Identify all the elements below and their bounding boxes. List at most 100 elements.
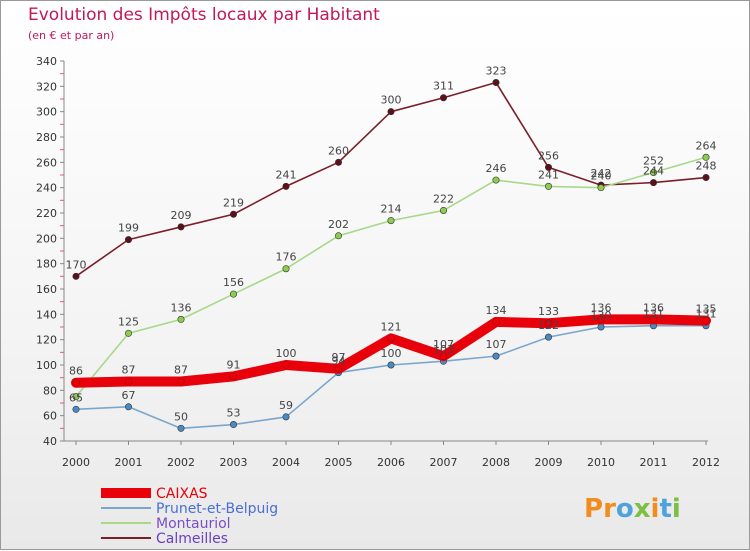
data-label: 135	[696, 303, 717, 316]
data-label: 94	[332, 355, 346, 368]
data-label: 244	[643, 165, 664, 178]
data-label: 125	[118, 315, 139, 328]
data-label: 100	[276, 347, 297, 360]
data-point	[387, 108, 395, 116]
x-tick-label: 2004	[272, 456, 300, 469]
data-label: 131	[696, 308, 717, 321]
data-point	[72, 405, 80, 413]
data-point	[282, 265, 290, 273]
data-label: 134	[486, 304, 507, 317]
data-point	[125, 403, 133, 411]
data-label: 240	[591, 170, 612, 183]
legend-label: Montauriol	[156, 516, 231, 532]
data-label: 209	[171, 209, 192, 222]
data-point	[649, 315, 658, 324]
data-point	[72, 393, 80, 401]
data-point	[177, 377, 185, 386]
data-label: 86	[69, 365, 83, 378]
data-label: 50	[174, 410, 188, 423]
data-label: 170	[66, 258, 87, 271]
x-tick-label: 2001	[115, 456, 143, 469]
data-label: 87	[122, 363, 136, 376]
data-point	[387, 361, 395, 369]
data-label: 156	[223, 276, 244, 289]
y-tick-label: 340	[36, 55, 57, 68]
data-label: 65	[69, 391, 83, 404]
data-label: 214	[381, 203, 402, 216]
data-point	[387, 217, 395, 225]
data-point	[387, 334, 395, 343]
data-label: 136	[591, 301, 612, 314]
data-point	[544, 182, 552, 190]
x-tick-label: 2002	[167, 456, 195, 469]
data-label: 131	[643, 308, 664, 321]
y-tick-label: 300	[36, 106, 57, 119]
data-point	[439, 206, 447, 214]
data-point	[282, 182, 290, 190]
y-tick-label: 260	[36, 156, 57, 169]
data-point	[702, 174, 710, 182]
data-label: 97	[332, 351, 346, 364]
data-point	[72, 378, 80, 387]
y-tick-label: 200	[36, 232, 57, 245]
data-label: 260	[328, 144, 349, 157]
data-point	[177, 315, 185, 323]
data-point	[492, 318, 500, 326]
y-tick-label: 320	[36, 80, 57, 93]
data-point	[439, 352, 448, 360]
y-tick-label: 40	[43, 435, 57, 448]
y-tick-label: 100	[36, 359, 57, 372]
data-point	[177, 223, 185, 231]
y-tick-label: 180	[36, 258, 57, 271]
data-point	[492, 79, 500, 87]
data-point	[124, 377, 133, 386]
data-point	[544, 163, 552, 171]
data-point	[649, 168, 657, 176]
data-point	[702, 153, 710, 161]
data-point	[230, 421, 238, 429]
data-label: 241	[276, 168, 297, 181]
y-tick-label: 60	[43, 410, 57, 423]
data-label: 103	[433, 343, 454, 356]
data-label: 264	[696, 139, 717, 152]
data-point	[597, 315, 605, 324]
data-label: 323	[486, 65, 507, 78]
data-point	[282, 361, 290, 369]
data-label: 241	[538, 168, 559, 181]
data-label: 136	[171, 301, 192, 314]
x-tick-label: 2011	[640, 456, 668, 469]
data-point	[492, 352, 500, 360]
data-point	[544, 333, 552, 341]
data-label: 107	[433, 338, 454, 351]
data-point	[230, 290, 238, 298]
data-point	[544, 319, 553, 328]
x-tick-label: 2005	[325, 456, 353, 469]
data-point	[230, 210, 238, 218]
x-tick-label: 2008	[482, 456, 510, 469]
data-point	[334, 364, 343, 373]
data-label: 246	[486, 162, 507, 175]
data-label: 256	[538, 149, 559, 162]
data-point	[439, 94, 447, 102]
data-label: 199	[118, 222, 139, 235]
data-label: 311	[433, 80, 454, 93]
data-label: 59	[279, 399, 293, 412]
legend-label: Prunet-et-Belpuig	[156, 501, 278, 517]
data-label: 136	[643, 301, 664, 314]
y-tick-label: 80	[43, 384, 57, 397]
data-point	[282, 413, 290, 421]
y-tick-label: 120	[36, 334, 57, 347]
legend-label: Calmeilles	[156, 531, 228, 547]
data-label: 130	[591, 309, 612, 322]
data-label: 91	[227, 358, 241, 371]
data-point	[125, 329, 133, 337]
data-point	[597, 184, 605, 192]
data-label: 122	[538, 319, 559, 332]
y-tick-label: 240	[36, 182, 57, 195]
data-label: 107	[486, 338, 507, 351]
proxiti-logo: Proxiti	[584, 494, 681, 524]
y-tick-label: 220	[36, 207, 57, 220]
data-point	[334, 232, 342, 240]
data-point	[702, 316, 710, 325]
